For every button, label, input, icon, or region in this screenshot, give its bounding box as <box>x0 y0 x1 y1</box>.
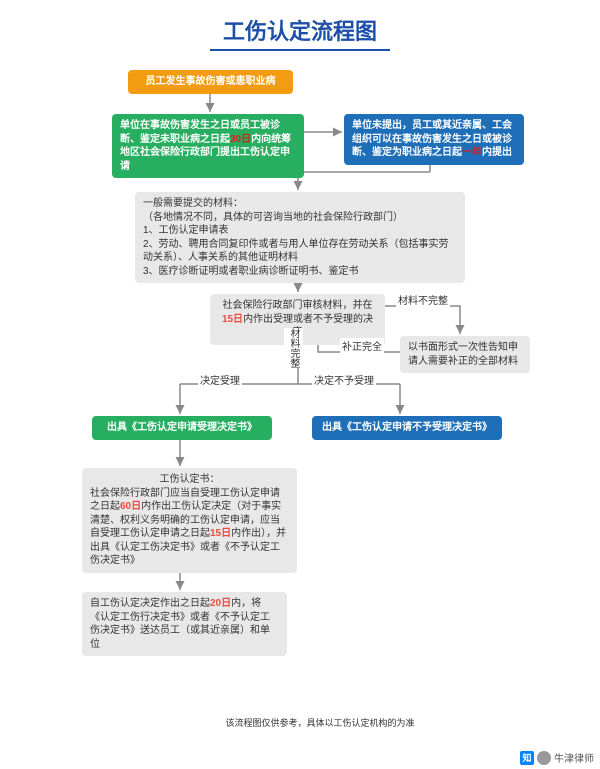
node-unit-apply: 单位在事故伤害发生之日或员工被诊断、鉴定未职业病之日起30日内向统筹地区社会保险… <box>112 114 304 178</box>
node-accept-doc: 出具《工伤认定申请受理决定书》 <box>92 416 272 440</box>
node-notify-supplement: 以书面形式一次性告知申请人需要补正的全部材料 <box>400 336 530 373</box>
edge-reject: 决定不予受理 <box>312 372 376 387</box>
node-delivery: 自工伤认定决定作出之日起20日内，将《认定工伤行决定书》或者《不予认定工伤决定书… <box>82 592 287 656</box>
node-employee-apply: 单位未提出，员工或其近亲属、工会组织可以在事故伤害发生之日或被诊断、鉴定为职业病… <box>344 114 524 165</box>
edge-complete: 材料完整 <box>284 328 303 368</box>
avatar <box>537 751 551 765</box>
edge-accept: 决定受理 <box>198 372 242 387</box>
node-reject-doc: 出具《工伤认定申请不予受理决定书》 <box>312 416 502 440</box>
edge-incomplete: 材料不完整 <box>396 292 450 307</box>
zhihu-icon: 知 <box>520 751 534 765</box>
page-title: 工伤认定流程图 <box>210 14 390 51</box>
edge-supplement: 补正完全 <box>340 338 384 353</box>
author-name: 牛津律师 <box>554 750 594 765</box>
node-determination: 工伤认定书： 社会保险行政部门应当自受理工伤认定申请之日起60日内作出工伤认定决… <box>82 468 297 573</box>
footer-note: 该流程图仅供参考，具体以工伤认定机构的为准 <box>200 716 440 729</box>
node-materials: 一般需要提交的材料： （各地情况不同，具体的可咨询当地的社会保险行政部门） 1、… <box>135 192 465 283</box>
node-start: 员工发生事故伤害或患职业病 <box>128 70 293 94</box>
node-start-text: 员工发生事故伤害或患职业病 <box>146 76 276 87</box>
source-credit: 知 牛津律师 <box>520 750 594 765</box>
